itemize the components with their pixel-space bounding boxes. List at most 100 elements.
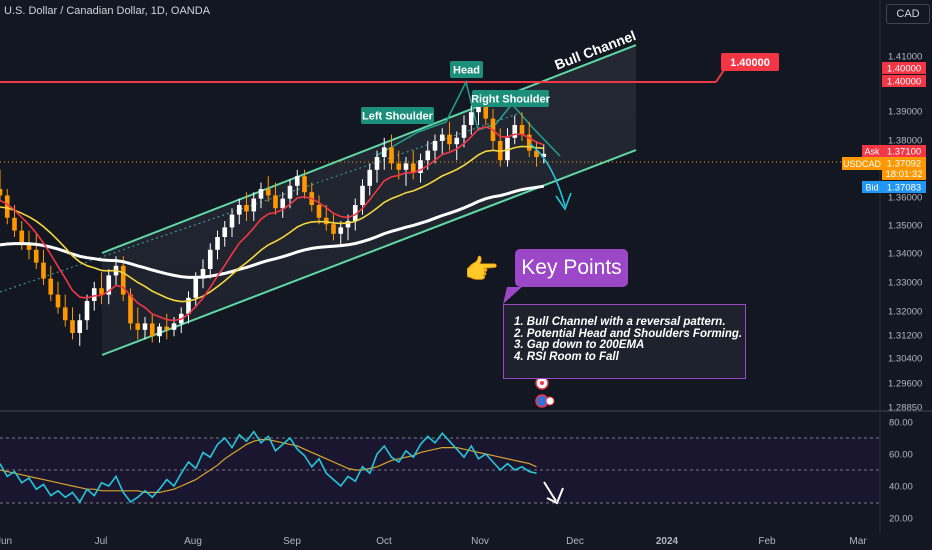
- right-shoulder-label-box[interactable]: [472, 90, 549, 107]
- channel-lower-line[interactable]: [101, 149, 637, 356]
- candle-body: [519, 125, 525, 135]
- time-axis[interactable]: Jun Jul Aug Sep Oct Nov Dec 2024 Feb Mar: [0, 536, 867, 547]
- candle-body: [26, 243, 32, 250]
- key-points-box[interactable]: 1. Bull Channel with a reversal pattern.…: [503, 304, 746, 379]
- candle-body: [367, 169, 373, 186]
- price-tick-label: 1.30400: [888, 354, 922, 365]
- candle-body: [265, 189, 271, 196]
- candle-body: [302, 176, 307, 193]
- rsi-tick-label: 40.00: [889, 482, 913, 493]
- candle-body: [418, 160, 423, 173]
- ema-slow-line[interactable]: [0, 184, 545, 279]
- price-tick-label: 1.31200: [888, 331, 922, 342]
- candle-body: [389, 147, 394, 164]
- key-point-4: 4. RSI Room to Fall: [514, 350, 619, 363]
- price-tick-label: 1.28850: [888, 403, 922, 414]
- candle-body: [55, 294, 61, 308]
- candle-body: [62, 307, 68, 321]
- last-price-badge: [882, 157, 926, 180]
- resistance-connector: [715, 69, 725, 83]
- candle-body: [447, 134, 452, 145]
- projection-arrow: [529, 143, 566, 207]
- price-tick-label: 1.35000: [888, 221, 922, 232]
- ema-fast-line[interactable]: [0, 125, 545, 322]
- rsi-tick-label: 60.00: [889, 450, 913, 461]
- candle-body: [526, 134, 532, 151]
- level-badge-b: [882, 75, 926, 87]
- left-shoulder-label: Left Shoulder: [362, 111, 434, 123]
- candle-body: [157, 326, 162, 337]
- key-point-2: 2. Potential Head and Shoulders Forming.: [514, 327, 743, 340]
- bar-countdown: 18:01:32: [886, 169, 923, 180]
- key-points-title[interactable]: Key Points: [515, 249, 628, 287]
- channel-upper-line[interactable]: [101, 44, 637, 254]
- candle-body: [454, 137, 460, 145]
- bid-label: Bid: [865, 183, 878, 193]
- symbol-title[interactable]: U.S. Dollar / Canadian Dollar, 1D, OANDA: [4, 5, 211, 17]
- rsi-down-arrow: [543, 481, 557, 502]
- candle-body: [128, 294, 133, 324]
- candle-body: [91, 288, 97, 301]
- key-points-pointer: [503, 287, 522, 304]
- price-tick-label: 1.33000: [888, 278, 922, 289]
- candle-body: [0, 189, 3, 196]
- ask-value: 1.37100: [887, 147, 921, 158]
- price-tick-label: 1.39000: [888, 107, 922, 118]
- level-label: 1.40000: [730, 57, 770, 69]
- right-shoulder-label: Right Shoulder: [471, 94, 551, 106]
- candle-body: [541, 153, 547, 157]
- projection-arrow-head: [555, 192, 572, 211]
- price-tick-label: 1.38000: [888, 136, 922, 147]
- candle-body: [77, 320, 83, 333]
- candle-body: [70, 320, 75, 333]
- level-label-box[interactable]: [721, 53, 779, 71]
- key-point-1: 1. Bull Channel with a reversal pattern.: [514, 316, 726, 328]
- rsi-line[interactable]: [0, 430, 537, 504]
- candle-body: [4, 195, 10, 218]
- rsi-ma-line[interactable]: [0, 439, 537, 493]
- left-shoulder-label-box[interactable]: [361, 107, 434, 124]
- rsi-tick-label: 20.00: [889, 514, 913, 525]
- candle-body: [215, 237, 220, 250]
- candle-body: [229, 214, 235, 228]
- symbol-label: USDCAD: [843, 159, 882, 169]
- candle-body: [352, 205, 358, 221]
- candle-body: [425, 150, 431, 161]
- head-label-box[interactable]: [450, 61, 483, 78]
- time-tick-label: Feb: [758, 536, 776, 547]
- candle-body: [338, 227, 344, 234]
- candle-body: [287, 185, 293, 199]
- candle-body: [534, 150, 539, 157]
- candle-body: [258, 189, 264, 199]
- us-event-badge-icon: [545, 396, 555, 406]
- price-tick-label: 1.29600: [888, 379, 922, 390]
- rsi-axis[interactable]: 80.00 60.00 40.00 20.00: [889, 418, 913, 525]
- ema-mid-line[interactable]: [0, 145, 544, 303]
- bid-label-badge: [862, 181, 882, 193]
- candle-body: [251, 198, 257, 212]
- candle-body: [186, 297, 191, 314]
- price-tick-label: 1.34000: [888, 249, 922, 260]
- candle-body: [505, 137, 510, 161]
- level-badge-a: [882, 62, 926, 74]
- candle-body: [193, 278, 199, 298]
- candle-body: [149, 323, 155, 337]
- last-price-value: 1.37092: [887, 159, 921, 170]
- level-badge-b-text: 1.40000: [887, 77, 921, 88]
- time-tick-label: 2024: [656, 536, 679, 547]
- ask-value-badge: [882, 145, 926, 157]
- price-axis[interactable]: 1.41000 1.39000 1.38000 1.36000 1.35000 1.340…: [888, 52, 922, 414]
- candle-body: [19, 230, 25, 244]
- time-tick-label: Aug: [184, 536, 202, 547]
- candle-body: [171, 323, 177, 330]
- candle-body: [41, 262, 46, 279]
- price-tick-label: 1.36000: [888, 193, 922, 204]
- time-tick-label: Oct: [376, 536, 392, 547]
- currency-button[interactable]: CAD: [886, 4, 930, 24]
- level-badge-a-text: 1.40000: [887, 64, 921, 75]
- candle-body: [135, 323, 141, 330]
- candle-body: [200, 269, 206, 279]
- candle-body: [439, 134, 445, 141]
- rsi-down-arrow-head: [546, 487, 564, 505]
- candle-body: [33, 249, 39, 263]
